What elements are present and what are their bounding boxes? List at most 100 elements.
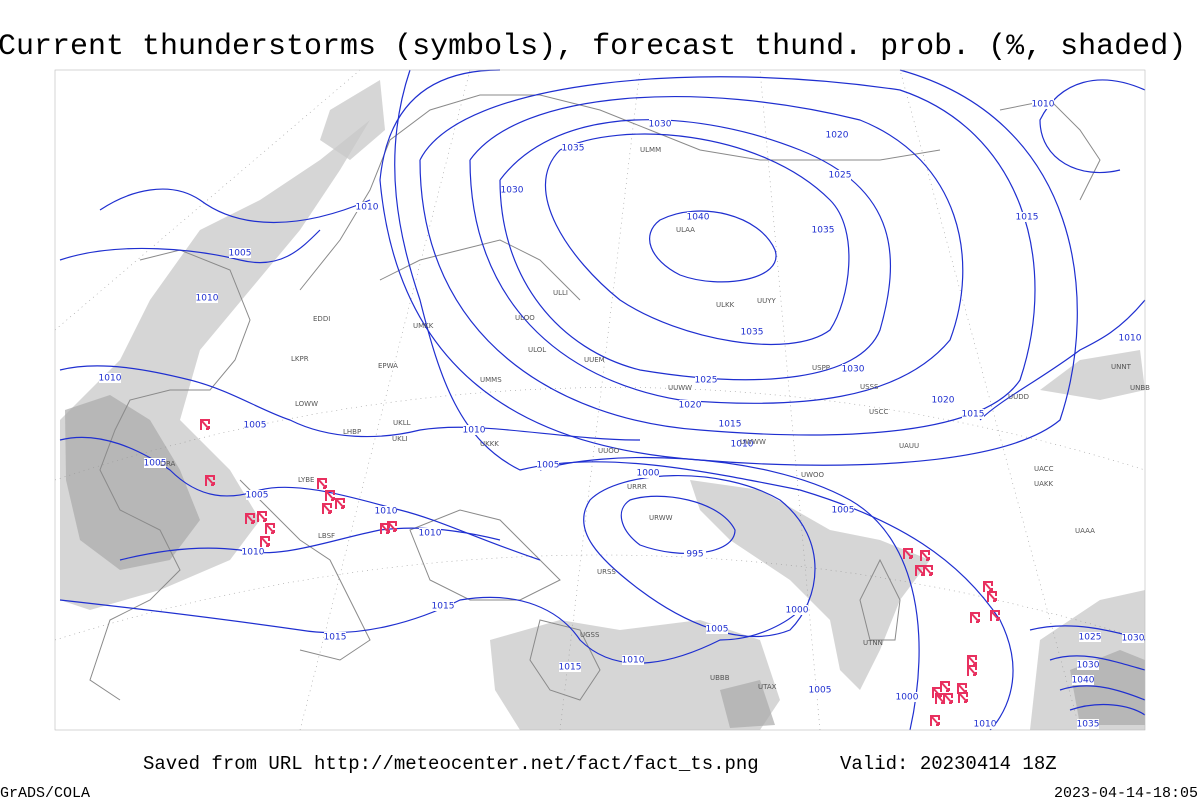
isobar bbox=[379, 69, 1078, 466]
station-label: UTAX bbox=[758, 683, 777, 691]
isobar-label: 1005 bbox=[832, 506, 855, 516]
isobar-label-bg bbox=[962, 409, 984, 419]
grid-line bbox=[759, 69, 821, 731]
isobar-label-bg bbox=[829, 170, 851, 180]
station-label: ULAA bbox=[676, 226, 695, 234]
isobar bbox=[620, 495, 736, 554]
coastline bbox=[409, 509, 561, 601]
isobar-label-bg bbox=[741, 327, 763, 337]
isobar bbox=[59, 596, 801, 664]
station-label: UWOO bbox=[801, 471, 825, 479]
station-label: UUYY bbox=[757, 297, 777, 305]
isobar-label: 1030 bbox=[842, 365, 865, 375]
coastlines bbox=[89, 94, 1101, 701]
software-credit: GrADS/COLA bbox=[0, 785, 90, 800]
thunderstorm-symbol bbox=[915, 565, 925, 576]
coastline bbox=[239, 479, 371, 661]
isobar-label: 1040 bbox=[687, 213, 710, 223]
thunderstorm-symbol bbox=[943, 693, 953, 704]
isobar-label-bg bbox=[842, 364, 864, 374]
station-label: ULMM bbox=[640, 146, 661, 154]
isobar-label-bg bbox=[695, 375, 717, 385]
station-label: UUEM bbox=[584, 356, 605, 364]
isobar bbox=[59, 436, 541, 561]
isobar-label-bg bbox=[99, 373, 121, 383]
isobar-label-bg bbox=[463, 425, 485, 435]
isobar-label: 1010 bbox=[99, 374, 122, 384]
thunderstorm-symbol bbox=[317, 478, 327, 489]
isobar-label: 1005 bbox=[244, 421, 267, 431]
station-label: UTNN bbox=[863, 639, 883, 647]
isobar-label: 1010 bbox=[196, 294, 219, 304]
isobar-label: 1025 bbox=[829, 171, 852, 181]
station-label: UKKK bbox=[480, 440, 499, 448]
isobar-label-bg bbox=[731, 439, 753, 449]
isobar bbox=[979, 299, 1146, 421]
station-label: UKLI bbox=[392, 435, 408, 443]
thunderstorm-symbol bbox=[990, 610, 1000, 621]
isobar-label: 995 bbox=[686, 550, 703, 560]
station-label: UUDD bbox=[1008, 393, 1029, 401]
probability-shading bbox=[320, 80, 385, 160]
thunderstorm-symbol bbox=[260, 536, 270, 547]
station-label: URSS bbox=[597, 568, 616, 576]
station-label: ULKK bbox=[716, 301, 735, 309]
probability-shading bbox=[690, 480, 930, 690]
isobar-label-bg bbox=[809, 685, 831, 695]
coastline bbox=[299, 94, 941, 291]
station-label: UKLL bbox=[393, 419, 411, 427]
thunderstorm-symbol bbox=[967, 655, 977, 666]
isobar-label: 1025 bbox=[1079, 633, 1102, 643]
station-label: UWWW bbox=[740, 438, 766, 446]
isobar-label: 1010 bbox=[463, 426, 486, 436]
isobar-label: 1015 bbox=[719, 420, 742, 430]
isobar-label: 1030 bbox=[649, 120, 672, 130]
isobar-label-bg bbox=[706, 624, 728, 634]
station-label: USCC bbox=[869, 408, 888, 416]
graticule bbox=[54, 69, 1146, 731]
isobar bbox=[419, 76, 1036, 436]
thunderstorm-symbol bbox=[335, 498, 345, 509]
isobar bbox=[59, 365, 641, 441]
isobar-label: 1005 bbox=[537, 461, 560, 471]
coastline bbox=[859, 558, 901, 641]
station-label: LBSF bbox=[318, 532, 335, 540]
isobar-label-bg bbox=[1079, 632, 1101, 642]
isobar-label-bg bbox=[501, 185, 523, 195]
map-frame bbox=[54, 69, 1146, 731]
thunderstorm-symbol bbox=[935, 693, 945, 704]
isobar-label-bg bbox=[559, 662, 581, 672]
isobar-label-bg bbox=[1077, 719, 1099, 729]
isobar-label-bg bbox=[144, 458, 166, 468]
isobar-label: 1030 bbox=[1122, 634, 1145, 644]
station-label: EPWA bbox=[378, 362, 398, 370]
isobar-label: 1005 bbox=[246, 491, 269, 501]
isobar-label: 1015 bbox=[559, 663, 582, 673]
valid-time: Valid: 20230414 18Z bbox=[840, 753, 1057, 775]
isobar-label: 1015 bbox=[324, 633, 347, 643]
station-label: LOWW bbox=[295, 400, 318, 408]
isobar-label: 1000 bbox=[896, 693, 919, 703]
thunderstorm-symbol bbox=[940, 681, 950, 692]
isobar-label-bg bbox=[649, 119, 671, 129]
station-label: UBBB bbox=[710, 674, 730, 682]
isobar-label: 1010 bbox=[419, 529, 442, 539]
station-label: UUWW bbox=[668, 384, 692, 392]
isobar bbox=[544, 133, 850, 345]
station-label: UNNT bbox=[1111, 363, 1132, 371]
probability-shading bbox=[1040, 350, 1145, 400]
source-url: Saved from URL http://meteocenter.net/fa… bbox=[143, 753, 759, 775]
isobar-label-bg bbox=[786, 605, 808, 615]
isobar-label-bg bbox=[1119, 333, 1141, 343]
thunderstorm-symbol bbox=[245, 513, 255, 524]
isobar-label-bg bbox=[1077, 660, 1099, 670]
station-label: URWW bbox=[649, 514, 673, 522]
isobar-label-bg bbox=[1072, 675, 1094, 685]
isobar-labels: 1030 1020 1035 1025 1030 1040 1035 1010 1005 1010… bbox=[99, 99, 1145, 730]
isobar-label: 1035 bbox=[562, 144, 585, 154]
thunderstorm-symbol bbox=[380, 523, 390, 534]
isobar-label-bg bbox=[356, 202, 378, 212]
isobar-label-bg bbox=[932, 395, 954, 405]
isobar-label-bg bbox=[1016, 212, 1038, 222]
